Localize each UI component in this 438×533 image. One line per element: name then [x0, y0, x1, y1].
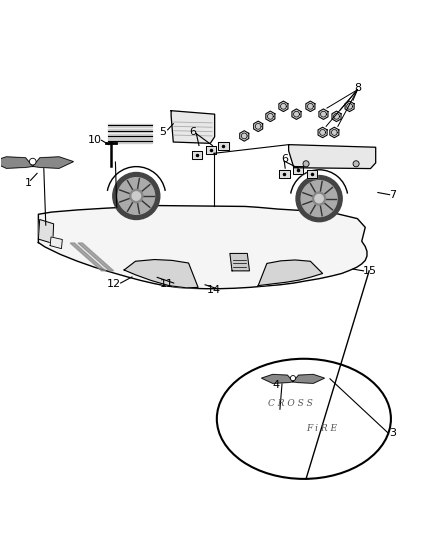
Polygon shape	[332, 111, 341, 122]
Polygon shape	[39, 206, 367, 289]
Circle shape	[113, 173, 160, 220]
Circle shape	[118, 177, 155, 214]
Polygon shape	[306, 101, 315, 111]
Polygon shape	[261, 375, 293, 383]
Circle shape	[353, 161, 359, 167]
Text: 11: 11	[160, 279, 174, 289]
Circle shape	[303, 161, 309, 167]
Circle shape	[29, 158, 36, 165]
Polygon shape	[108, 140, 152, 143]
Polygon shape	[171, 111, 215, 143]
Polygon shape	[70, 243, 106, 271]
Text: 7: 7	[389, 190, 397, 200]
Polygon shape	[108, 124, 152, 127]
Polygon shape	[279, 171, 290, 178]
Text: 4: 4	[272, 380, 279, 390]
Text: 10: 10	[88, 135, 102, 146]
Polygon shape	[33, 157, 74, 168]
Circle shape	[313, 192, 325, 205]
Circle shape	[290, 376, 296, 381]
Polygon shape	[330, 127, 339, 138]
Polygon shape	[218, 142, 229, 150]
Circle shape	[315, 195, 323, 203]
Polygon shape	[50, 237, 62, 249]
Polygon shape	[108, 129, 152, 133]
Polygon shape	[254, 121, 263, 132]
Text: 8: 8	[355, 83, 362, 93]
Circle shape	[132, 192, 141, 200]
Circle shape	[130, 189, 143, 203]
Polygon shape	[206, 146, 216, 154]
Polygon shape	[318, 127, 327, 138]
Polygon shape	[279, 101, 288, 111]
Polygon shape	[266, 111, 275, 122]
Polygon shape	[124, 260, 198, 288]
Text: 1: 1	[25, 178, 32, 188]
Polygon shape	[345, 101, 354, 111]
Text: 12: 12	[106, 279, 121, 289]
Text: 3: 3	[389, 428, 396, 438]
Circle shape	[296, 175, 342, 222]
Polygon shape	[78, 243, 114, 271]
Text: 14: 14	[207, 286, 221, 295]
Text: 6: 6	[189, 126, 196, 136]
Polygon shape	[289, 144, 376, 168]
Polygon shape	[230, 254, 250, 271]
Text: 15: 15	[363, 266, 377, 276]
Polygon shape	[108, 134, 152, 138]
Polygon shape	[39, 220, 53, 244]
Text: F i R E: F i R E	[306, 424, 337, 433]
Text: 6: 6	[281, 154, 288, 164]
Text: 5: 5	[159, 126, 166, 136]
Polygon shape	[293, 375, 325, 383]
Polygon shape	[319, 109, 328, 119]
Polygon shape	[258, 260, 322, 286]
Polygon shape	[0, 157, 33, 168]
Polygon shape	[240, 131, 249, 141]
Circle shape	[301, 181, 337, 216]
Polygon shape	[192, 151, 202, 159]
Text: C R O S S: C R O S S	[268, 399, 313, 408]
Polygon shape	[292, 109, 301, 119]
Polygon shape	[307, 171, 318, 178]
Polygon shape	[293, 166, 304, 174]
